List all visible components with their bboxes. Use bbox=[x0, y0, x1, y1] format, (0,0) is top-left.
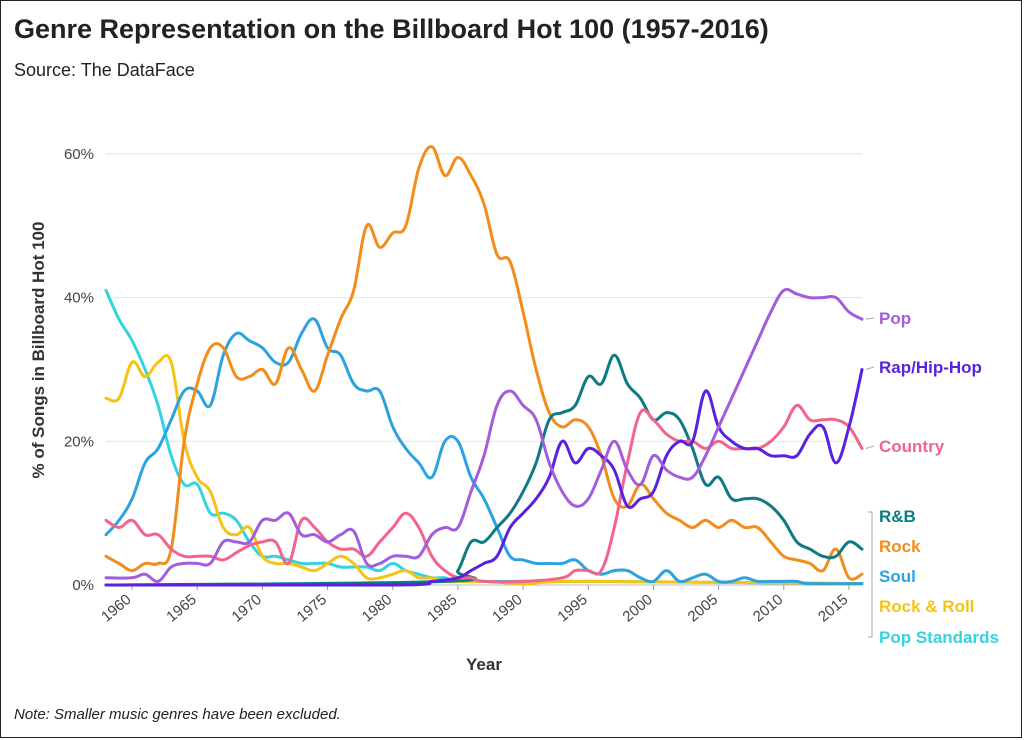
x-tick-label: 1990 bbox=[489, 591, 525, 625]
series-label-soul: Soul bbox=[879, 567, 916, 586]
x-tick-label: 2010 bbox=[750, 591, 786, 625]
series-line-rap-hip-hop bbox=[104, 368, 864, 587]
y-tick-label: 20% bbox=[64, 433, 94, 450]
y-tick-label: 40% bbox=[64, 290, 94, 307]
series-line-country bbox=[104, 403, 864, 584]
x-axis-title: Year bbox=[466, 655, 502, 674]
x-tick-label: 2000 bbox=[620, 591, 656, 625]
series-labels: Pop Rap/Hip-Hop Country R&B Rock Soul Rock & R… bbox=[865, 309, 999, 647]
x-tick-label: 2005 bbox=[685, 591, 721, 625]
x-tick-label: 1975 bbox=[294, 591, 330, 625]
series-line-rock bbox=[104, 145, 864, 581]
y-tick-label: 0% bbox=[72, 577, 94, 594]
label-bracket bbox=[868, 511, 873, 638]
label-leader bbox=[865, 317, 875, 320]
label-leader bbox=[865, 445, 875, 449]
x-tick-label: 1970 bbox=[228, 591, 264, 625]
y-axis-ticks: 0% 20% 40% 60% bbox=[64, 146, 94, 594]
x-axis-ticks: 1960 1965 1970 1975 1980 1985 1990 1995 2000 2005… bbox=[98, 585, 852, 626]
series-label-r-b: R&B bbox=[879, 507, 916, 526]
chart-subtitle: Source: The DataFace bbox=[14, 60, 195, 80]
series-line-r-b bbox=[104, 353, 864, 587]
series-label-pop: Pop bbox=[879, 309, 911, 328]
series-label-country: Country bbox=[879, 437, 945, 456]
y-tick-label: 60% bbox=[64, 146, 94, 163]
x-tick-label: 1980 bbox=[359, 591, 395, 625]
series-line-pop-standards bbox=[104, 288, 864, 586]
x-tick-label: 1965 bbox=[163, 591, 199, 625]
x-tick-label: 1985 bbox=[424, 591, 460, 625]
x-tick-label: 2015 bbox=[815, 591, 851, 625]
chart-title: Genre Representation on the Billboard Ho… bbox=[14, 14, 769, 44]
series-line-pop bbox=[104, 287, 864, 583]
series-lines bbox=[104, 145, 864, 587]
series-label-pop-standards: Pop Standards bbox=[879, 628, 999, 647]
series-label-rock: Rock bbox=[879, 537, 921, 556]
series-label-rap-hip-hop: Rap/Hip-Hop bbox=[879, 358, 982, 377]
x-tick-label: 1995 bbox=[554, 591, 590, 625]
footnote: Note: Smaller music genres have been exc… bbox=[14, 706, 341, 723]
series-label-rock-roll: Rock & Roll bbox=[879, 597, 974, 616]
label-leader bbox=[865, 366, 875, 370]
y-axis-title: % of Songs in Billboard Hot 100 bbox=[29, 222, 48, 479]
x-tick-label: 1960 bbox=[98, 591, 134, 625]
